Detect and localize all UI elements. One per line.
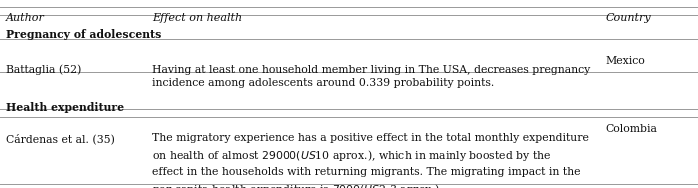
Text: Author: Author: [6, 13, 45, 23]
Text: The migratory experience has a positive effect in the total monthly expenditure
: The migratory experience has a positive …: [152, 133, 589, 188]
Text: Country: Country: [606, 13, 651, 23]
Text: Mexico: Mexico: [606, 56, 646, 66]
Text: Having at least one household member living in The USA, decreases pregnancy
inci: Having at least one household member liv…: [152, 65, 591, 89]
Text: Colombia: Colombia: [606, 124, 658, 134]
Text: Health expenditure: Health expenditure: [6, 102, 124, 114]
Text: Battaglia (52): Battaglia (52): [6, 65, 81, 75]
Text: Cárdenas et al. (35): Cárdenas et al. (35): [6, 133, 114, 144]
Text: Effect on health: Effect on health: [152, 13, 242, 23]
Text: Pregnancy of adolescents: Pregnancy of adolescents: [6, 29, 161, 40]
